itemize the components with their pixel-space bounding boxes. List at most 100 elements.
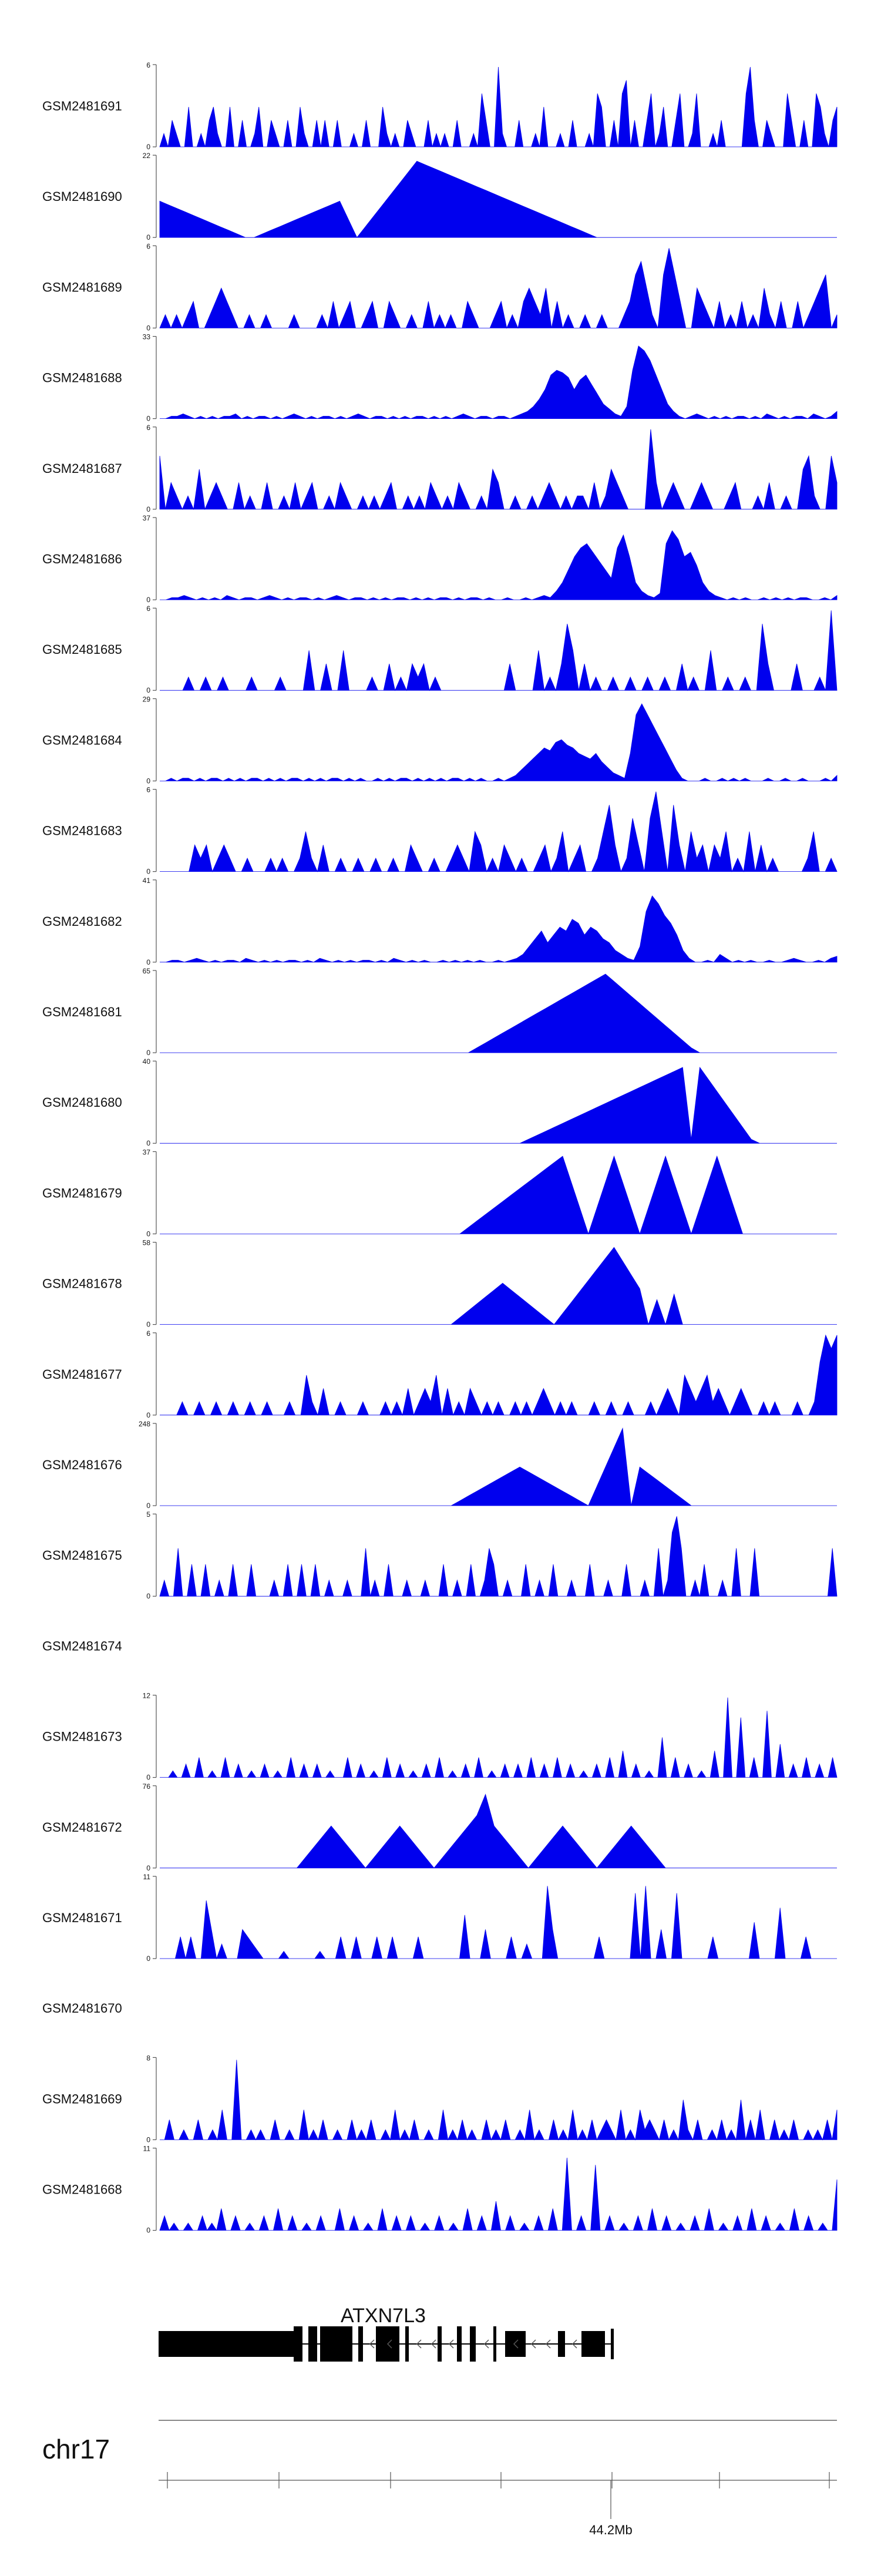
- track-label: GSM2481682: [42, 914, 122, 929]
- y-tick-zero-label: 0: [146, 505, 150, 513]
- y-tick-zero-label: 0: [146, 1321, 150, 1329]
- track-label: GSM2481681: [42, 1005, 122, 1019]
- track-label: GSM2481669: [42, 2091, 122, 2106]
- y-tick-zero-label: 0: [146, 1411, 150, 1419]
- track-GSM2481686: GSM2481686 37 0: [42, 514, 838, 604]
- gene-label: ATXN7L3: [341, 2305, 426, 2327]
- track-label: GSM2481686: [42, 552, 122, 566]
- coverage-area: [160, 1697, 838, 1778]
- gene-model: ATXN7L3: [159, 2305, 614, 2362]
- track-label: GSM2481683: [42, 824, 122, 838]
- track-label: GSM2481689: [42, 280, 122, 294]
- track-GSM2481670: GSM2481670: [42, 2001, 122, 2016]
- track-GSM2481668: GSM2481668 11 0: [42, 2145, 838, 2235]
- y-tick-max-label: 248: [139, 1420, 150, 1428]
- y-tick-max-label: 11: [143, 2145, 151, 2153]
- y-tick-max-label: 37: [143, 1148, 151, 1156]
- y-tick-zero-label: 0: [146, 686, 150, 694]
- coverage-area: [160, 345, 838, 419]
- gene-exon: [558, 2331, 565, 2357]
- chromosome-label: chr17: [42, 2434, 110, 2464]
- y-tick-max-label: 29: [143, 695, 151, 703]
- y-tick-max-label: 65: [143, 967, 151, 975]
- track-label: GSM2481680: [42, 1095, 122, 1110]
- track-GSM2481669: GSM2481669 8 0: [42, 2054, 838, 2144]
- track-GSM2481680: GSM2481680 40 0: [42, 1057, 837, 1147]
- gene-exon: [581, 2331, 605, 2357]
- track-GSM2481689: GSM2481689 6 0: [42, 242, 838, 332]
- track-GSM2481677: GSM2481677 6 0: [42, 1329, 838, 1419]
- coverage-area: [160, 895, 838, 963]
- track-GSM2481676: GSM2481676 248 0: [42, 1420, 837, 1510]
- track-label: GSM2481691: [42, 99, 122, 113]
- track-GSM2481684: GSM2481684 29 0: [42, 695, 838, 785]
- y-tick-zero-label: 0: [146, 324, 150, 332]
- track-GSM2481681: GSM2481681 65 0: [42, 967, 837, 1057]
- coverage-area: [159, 66, 838, 148]
- track-label: GSM2481687: [42, 461, 122, 476]
- track-label: GSM2481672: [42, 1820, 122, 1835]
- gene-exon: [320, 2326, 352, 2362]
- y-tick-max-label: 5: [146, 1510, 150, 1519]
- y-tick-zero-label: 0: [146, 1049, 150, 1057]
- y-tick-zero-label: 0: [146, 1954, 150, 1963]
- y-tick-max-label: 33: [143, 333, 151, 341]
- coverage-area: [159, 429, 838, 511]
- y-tick-max-label: 8: [146, 2054, 150, 2062]
- track-label: GSM2481685: [42, 642, 122, 657]
- track-label: GSM2481678: [42, 1277, 122, 1291]
- gene-exon: [611, 2329, 614, 2359]
- gene-exon: [308, 2326, 317, 2362]
- y-tick-max-label: 12: [143, 1692, 151, 1700]
- gene-exon: [405, 2326, 409, 2362]
- track-GSM2481679: GSM2481679 37 0: [42, 1148, 837, 1238]
- y-tick-zero-label: 0: [146, 958, 150, 966]
- strand-arrow: [386, 2339, 392, 2349]
- strand-arrow: [530, 2339, 536, 2349]
- track-label: GSM2481668: [42, 2182, 122, 2197]
- genome-tick-label: 44.2Mb: [589, 2523, 632, 2537]
- gene-exon: [470, 2326, 476, 2362]
- strand-arrow: [431, 2339, 436, 2349]
- coverage-area: [160, 973, 837, 1053]
- coverage-area: [159, 2157, 838, 2231]
- track-label: GSM2481679: [42, 1185, 122, 1200]
- coverage-area: [160, 2060, 838, 2141]
- y-tick-zero-label: 0: [146, 2226, 150, 2235]
- gene-exon: [493, 2326, 496, 2362]
- y-tick-zero-label: 0: [146, 777, 150, 785]
- track-GSM2481678: GSM2481678 58 0: [42, 1239, 837, 1329]
- track-GSM2481682: GSM2481682 41 0: [42, 876, 838, 966]
- y-tick-max-label: 6: [146, 1329, 150, 1338]
- track-GSM2481690: GSM2481690 22 0: [42, 152, 837, 241]
- strand-arrow: [369, 2339, 375, 2349]
- track-label: GSM2481670: [42, 2001, 122, 2016]
- y-tick-max-label: 40: [143, 1057, 151, 1066]
- coverage-area: [160, 530, 838, 600]
- coverage-area: [160, 791, 838, 873]
- track-label: GSM2481690: [42, 189, 122, 204]
- track-label: GSM2481674: [42, 1638, 122, 1653]
- y-tick-zero-label: 0: [146, 1230, 150, 1238]
- strand-arrow: [545, 2339, 551, 2349]
- track-GSM2481673: GSM2481673 12 0: [42, 1692, 838, 1782]
- y-tick-max-label: 22: [143, 152, 151, 160]
- y-tick-zero-label: 0: [146, 1592, 150, 1600]
- gene-exon: [505, 2331, 526, 2357]
- track-GSM2481688: GSM2481688 33 0: [42, 333, 838, 423]
- y-tick-max-label: 6: [146, 604, 150, 613]
- coverage-area: [160, 1427, 837, 1506]
- strand-arrow: [571, 2339, 577, 2349]
- strand-arrow: [416, 2339, 422, 2349]
- track-GSM2481691: GSM2481691 6 0: [42, 61, 838, 151]
- track-GSM2481675: GSM2481675 5 0: [42, 1510, 838, 1600]
- track-GSM2481671: GSM2481671 11 0: [42, 1873, 837, 1963]
- track-GSM2481672: GSM2481672 76 0: [42, 1782, 837, 1872]
- y-tick-max-label: 6: [146, 786, 150, 794]
- coverage-area: [160, 1155, 837, 1235]
- track-GSM2481683: GSM2481683 6 0: [42, 786, 838, 876]
- coverage-area: [159, 1516, 838, 1597]
- y-tick-zero-label: 0: [146, 1502, 150, 1510]
- genome-axis: chr17 44.2Mb: [42, 2420, 837, 2537]
